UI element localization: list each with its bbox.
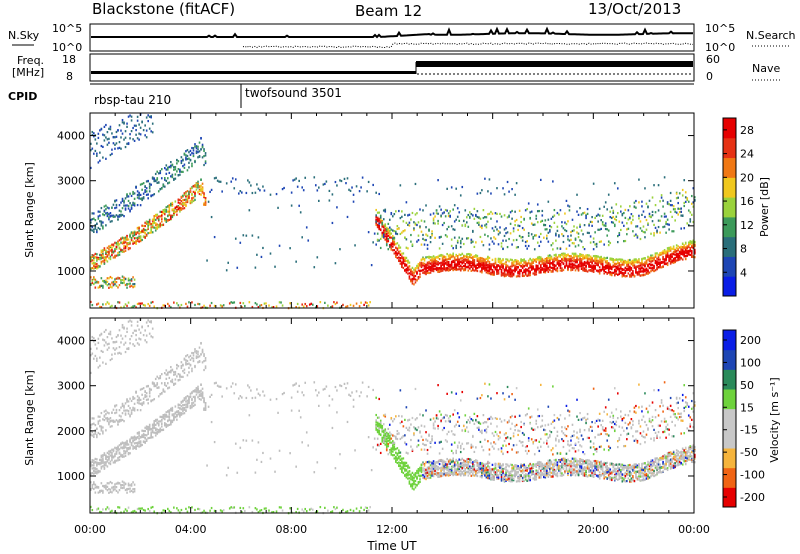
power-colorbar-band (723, 157, 736, 178)
power-colorbar-band (723, 256, 736, 277)
velocity-colorbar-tick: 15 (740, 401, 754, 414)
freq-line-before (91, 71, 416, 74)
x-tick-label: 12:00 (376, 523, 408, 536)
y-tick-label: 4000 (57, 130, 85, 143)
power-colorbar-tick: 12 (740, 219, 754, 232)
time-xlabel: Time UT (366, 539, 417, 553)
power-scatter (90, 113, 696, 310)
freq-tick-bottom: 8 (66, 70, 73, 83)
y-tick-label: 1000 (57, 470, 85, 483)
freq-unit-label: [MHz] (12, 66, 44, 79)
nsky-tick-top-right: 10^5 (705, 22, 735, 35)
y-tick-label: 3000 (57, 175, 85, 188)
velocity-colorbar-band (723, 389, 736, 410)
velocity-colorbar-tick: -15 (740, 424, 758, 437)
velocity-colorbar-tick: 50 (740, 379, 754, 392)
power-ylabel: Slant Range [km] (23, 162, 36, 258)
nsky-panel: N.Sky 10^5 10^0 10^5 10^0 N.Search (8, 22, 796, 54)
nsky-tick-top: 10^5 (52, 22, 82, 35)
power-colorbar-tick: 28 (740, 124, 754, 137)
freq-label: Freq. (17, 54, 44, 67)
power-x-axis (89, 113, 695, 308)
beam-title: Beam 12 (355, 2, 422, 20)
velocity-colorbar-tick: -100 (740, 469, 765, 482)
power-colorbar-tick: 20 (740, 171, 754, 184)
velocity-colorbar-tick: 200 (740, 334, 761, 347)
velocity-colorbar: 200 100 50 15 -15 -50 -100 -200 Velocity [m s⁻¹… (722, 329, 781, 508)
nave-tick-top: 60 (706, 53, 720, 66)
x-tick-label: 00:00 (678, 523, 710, 536)
velocity-colorbar-band (723, 448, 736, 469)
velocity-colorbar-tick: 100 (740, 356, 761, 369)
velocity-scatter (90, 318, 696, 515)
power-colorbar-band (723, 216, 736, 238)
x-tick-label: 00:00 (74, 523, 106, 536)
cpid-segment-2: twofsound 3501 (245, 86, 342, 100)
velocity-colorbar-band (723, 408, 736, 429)
power-colorbar-tick: 8 (740, 243, 747, 256)
x-tick-label: 16:00 (477, 523, 509, 536)
nave-tick-bottom: 0 (706, 70, 713, 83)
power-colorbar-label: Power [dB] (758, 177, 771, 237)
power-colorbar-tick: 24 (740, 148, 754, 161)
power-colorbar: 4 8 12 16 20 24 28 Power [dB] (722, 117, 771, 297)
freq-panel: Freq. [MHz] 18 8 60 0 Nave (12, 53, 780, 83)
freq-line-after (416, 61, 693, 67)
power-colorbar-tick: 4 (740, 266, 747, 279)
cpid-label: CPID (8, 90, 37, 103)
y-tick-label: 3000 (57, 380, 85, 393)
power-y-axis: 1000 2000 3000 4000 (57, 130, 694, 278)
velocity-colorbar-tick: -200 (740, 491, 765, 504)
power-colorbar-band (723, 118, 736, 139)
y-tick-label: 1000 (57, 265, 85, 278)
velocity-y-axis: 1000 2000 3000 4000 (57, 335, 694, 483)
x-tick-label: 20:00 (577, 523, 609, 536)
nsky-tick-bottom: 10^0 (52, 41, 82, 54)
power-colorbar-band (723, 177, 736, 198)
power-panel: 1000 2000 3000 4000 Slant Range [km] (23, 112, 696, 310)
velocity-colorbar-tick: -50 (740, 446, 758, 459)
x-tick-label: 04:00 (175, 523, 207, 536)
velocity-x-axis: 00:00 04:00 08:00 12:00 16:00 20:00 00:00 (74, 318, 710, 536)
date-title: 13/Oct/2013 (588, 0, 681, 18)
velocity-colorbar-band (723, 349, 736, 370)
velocity-colorbar-label: Velocity [m s⁻¹] (768, 377, 781, 462)
power-colorbar-tick: 16 (740, 195, 754, 208)
velocity-colorbar-band (723, 330, 736, 351)
velocity-colorbar-band (723, 428, 736, 449)
velocity-colorbar-band (723, 369, 736, 390)
power-colorbar-band (723, 276, 736, 297)
nsky-label: N.Sky (8, 29, 40, 42)
velocity-colorbar-band (723, 487, 736, 508)
cpid-segment-1: rbsp-tau 210 (94, 93, 171, 107)
x-tick-label: 08:00 (275, 523, 307, 536)
power-colorbar-band (723, 197, 736, 218)
power-colorbar-band (723, 236, 736, 257)
y-tick-label: 4000 (57, 335, 85, 348)
power-colorbar-band (723, 137, 736, 159)
freq-tick-top: 18 (62, 53, 76, 66)
velocity-ylabel: Slant Range [km] (23, 370, 36, 466)
nsearch-label: N.Search (746, 29, 796, 42)
y-tick-label: 2000 (57, 220, 85, 233)
cpid-panel: CPID rbsp-tau 210 twofsound 3501 (8, 83, 694, 108)
nsky-line (91, 26, 694, 39)
velocity-colorbar-band (723, 467, 736, 488)
nsearch-line (242, 42, 694, 49)
y-tick-label: 2000 (57, 425, 85, 438)
nsky-tick-bottom-right: 10^0 (705, 41, 735, 54)
station-title: Blackstone (fitACF) (92, 0, 235, 18)
nave-label: Nave (752, 62, 780, 75)
